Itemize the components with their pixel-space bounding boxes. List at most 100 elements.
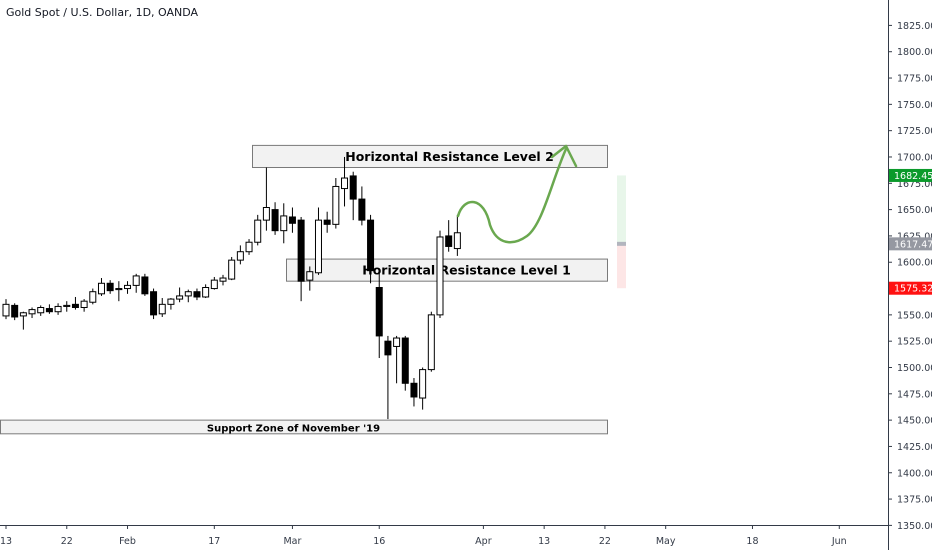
price-tags: 1682.450 1617.477 1575.322 [617,168,932,295]
candle-up [254,219,262,243]
candle-down [45,308,53,313]
candle-up [28,309,36,315]
candle-up [2,303,10,317]
forecast-curve [456,147,568,244]
candle-up [184,291,192,297]
price-tag-gray [889,237,932,251]
y-tick-label: 1700.000 [897,152,932,163]
candle-up [210,279,218,290]
zone-label: Horizontal Resistance Level 2 [345,149,554,164]
x-tick-label: Apr [475,536,492,547]
candle-up [124,284,132,290]
candle-down [297,219,305,282]
candle-up [132,275,140,286]
candle-up [158,303,166,315]
annotation-zones: Horizontal Resistance Level 2 Horizontal … [0,144,608,435]
y-tick-label: 1675.000 [897,179,932,190]
y-tick-label: 1450.000 [897,416,932,427]
stop-range-bar [617,243,626,289]
candle-down [141,276,149,295]
y-tick-label: 1725.000 [897,126,932,137]
x-tick-label: 13 [538,536,550,547]
candle-up [89,291,97,303]
candle-up [80,300,88,308]
candle-down [410,382,418,398]
forecast-arrow [456,144,578,244]
price-tag-red [889,281,932,295]
x-tick-label: May [656,536,676,547]
y-tick-label: 1650.000 [897,205,932,216]
y-tick-label: 1750.000 [897,100,932,111]
candle-up [19,312,27,317]
candle-up [419,369,427,399]
y-tick-label: 1825.000 [897,21,932,32]
candle-up [245,241,253,253]
candle-up [306,271,314,281]
candle-up [393,337,401,347]
x-tick-label: 17 [208,536,220,547]
y-tick-label: 1550.000 [897,310,932,321]
candle-down [288,216,296,224]
candle-down [271,209,279,232]
price-tag-label: 1575.322 [894,284,932,295]
candle-up [341,177,349,190]
y-tick-label: 1400.000 [897,468,932,479]
candle-up [167,298,175,305]
x-tick-label: 22 [61,536,73,547]
entry-marker [617,241,626,246]
y-tick-label: 1800.000 [897,47,932,58]
candle-down [150,291,158,316]
candle-up [54,305,62,313]
candle-down [445,235,453,247]
x-tick-label: Feb [119,536,136,547]
candle-down [401,337,409,384]
y-tick-label: 1600.000 [897,258,932,269]
candle-down [349,175,357,200]
candle-down [106,282,114,292]
candle-up [202,286,210,298]
candle-up [332,185,340,225]
price-tag-green [889,168,932,182]
candle-up [280,215,288,232]
y-tick-label: 1375.000 [897,495,932,506]
price-tag-label: 1617.477 [894,239,932,250]
candle-up [228,259,236,280]
candle-up [436,236,444,316]
candle-down [375,286,383,337]
candlestick-series [2,156,461,420]
zone-box [286,258,608,282]
zone-box [0,419,608,435]
y-tick-label: 1425.000 [897,442,932,453]
candle-up [97,282,105,295]
y-tick-label: 1625.000 [897,231,932,242]
x-tick-label: 16 [373,536,385,547]
candle-down [193,291,201,298]
y-tick-label: 1525.000 [897,337,932,348]
y-tick-label: 1475.000 [897,389,932,400]
candle-down [323,219,331,225]
x-tick-label: Mar [283,536,301,547]
y-tick-label: 1350.000 [897,521,932,532]
candle-up [115,288,123,291]
y-tick-label: 1500.000 [897,363,932,374]
zone-label: Support Zone of November '19 [207,423,380,434]
candle-down [367,219,375,272]
forecast-arrowhead [550,144,578,168]
candle-down [11,304,19,318]
candle-up [427,314,435,371]
symbol-title: Gold Spot / U.S. Dollar, 1D, OANDA [6,6,199,19]
candle-up [453,232,461,250]
x-tick-label: 18 [746,536,758,547]
x-tick-label: Jun [831,536,847,547]
candle-up [37,306,45,314]
candle-down [358,198,366,221]
target-range-bar [617,175,626,244]
candle-up [262,207,270,221]
zone-box [252,144,608,169]
candle-up [314,219,322,274]
candle-up [176,295,184,300]
x-tick-label: 13 [0,536,12,547]
candle-down [71,303,79,308]
x-tick-label: 22 [599,536,611,547]
